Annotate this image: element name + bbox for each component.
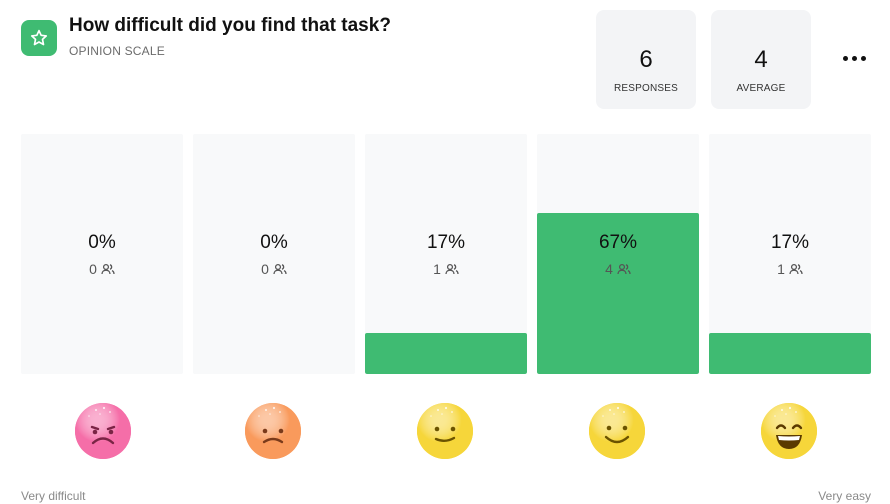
people-icon bbox=[445, 263, 459, 275]
star-icon bbox=[30, 29, 48, 46]
percent-label: 17% bbox=[426, 232, 466, 253]
question-type-label: OPINION SCALE bbox=[69, 44, 165, 58]
average-stat: 4 AVERAGE bbox=[711, 10, 811, 109]
smiling-face-icon bbox=[588, 402, 646, 460]
scale-end-label: Very easy bbox=[818, 489, 871, 503]
responses-count: 6 bbox=[639, 46, 653, 73]
responses-stat: 6 RESPONSES bbox=[596, 10, 696, 109]
count-row: 1 bbox=[365, 261, 527, 277]
result-bar bbox=[709, 333, 871, 374]
question-type-badge bbox=[21, 20, 57, 56]
result-bar bbox=[365, 333, 527, 374]
count-row: 1 bbox=[709, 261, 871, 277]
responses-label: RESPONSES bbox=[613, 83, 679, 94]
scale-option-4[interactable]: 67% 4 bbox=[537, 134, 699, 374]
percent-label: 0% bbox=[260, 232, 288, 253]
percent-label: 0% bbox=[88, 232, 116, 253]
scale-option-1[interactable]: 0% 0 bbox=[21, 134, 183, 374]
more-dots-icon bbox=[842, 55, 848, 61]
people-icon bbox=[617, 263, 631, 275]
question-title: How difficult did you find that task? bbox=[69, 15, 391, 36]
count-label: 1 bbox=[777, 261, 785, 277]
scale-option-2[interactable]: 0% 0 bbox=[193, 134, 355, 374]
count-label: 0 bbox=[89, 261, 97, 277]
count-row: 0 bbox=[21, 261, 183, 277]
people-icon bbox=[101, 263, 115, 275]
grinning-face-icon bbox=[760, 402, 818, 460]
scale-start-label: Very difficult bbox=[21, 489, 86, 503]
result-bar bbox=[537, 213, 699, 374]
neutral-smile-icon bbox=[416, 402, 474, 460]
scale-option-5[interactable]: 17% 1 bbox=[709, 134, 871, 374]
count-label: 1 bbox=[433, 261, 441, 277]
count-row: 4 bbox=[537, 261, 699, 277]
percent-label: 67% bbox=[598, 232, 638, 253]
count-row: 0 bbox=[193, 261, 355, 277]
more-options-button[interactable] bbox=[836, 46, 872, 70]
frowning-face-icon bbox=[244, 402, 302, 460]
sad-face-icon bbox=[74, 402, 132, 460]
count-label: 0 bbox=[261, 261, 269, 277]
scale-option-3[interactable]: 17% 1 bbox=[365, 134, 527, 374]
average-label: AVERAGE bbox=[736, 83, 786, 94]
average-value: 4 bbox=[754, 46, 768, 73]
percent-label: 17% bbox=[770, 232, 810, 253]
people-icon bbox=[273, 263, 287, 275]
people-icon bbox=[789, 263, 803, 275]
count-label: 4 bbox=[605, 261, 613, 277]
